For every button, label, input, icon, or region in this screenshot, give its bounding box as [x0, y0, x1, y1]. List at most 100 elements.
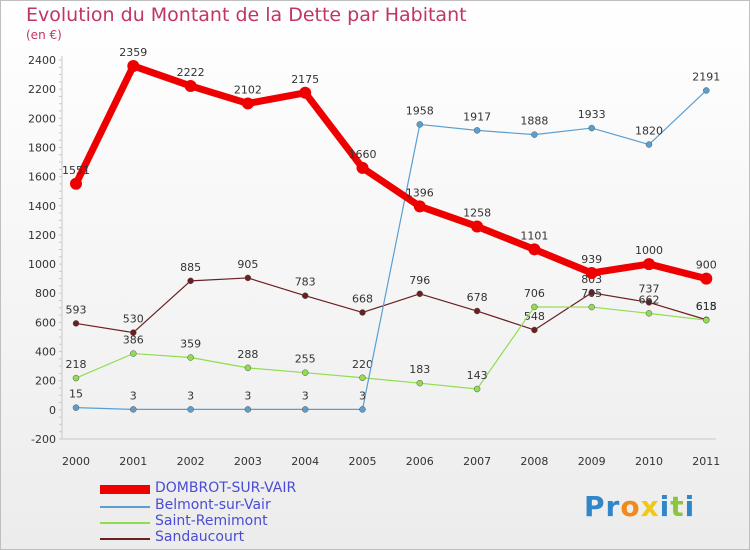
data-label-dombrot-sur-vair: 1258: [463, 206, 491, 219]
data-point-sandaucourt: [359, 309, 366, 316]
data-label-belmont-sur-vair: 1820: [635, 125, 663, 138]
data-label-dombrot-sur-vair: 2175: [291, 73, 319, 86]
legend-item-sandaucourt: Sandaucourt: [100, 529, 360, 546]
y-tick-label: 1800: [28, 141, 56, 154]
data-label-sandaucourt: 783: [295, 276, 316, 289]
x-tick-label: 2009: [578, 455, 606, 468]
data-label-sandaucourt: 678: [467, 291, 488, 304]
logo-letter: t: [670, 490, 685, 523]
data-label-dombrot-sur-vair: 1101: [520, 229, 548, 242]
data-point-saint-remimont: [645, 310, 653, 317]
data-label-dombrot-sur-vair: 1660: [349, 148, 377, 161]
data-point-saint-remimont: [416, 379, 424, 387]
data-label-saint-remimont: 143: [467, 369, 488, 382]
legend-label-saint-remimont: Saint-Remimont: [155, 513, 268, 529]
data-label-saint-remimont: 706: [524, 287, 545, 300]
y-tick-label: -200: [31, 433, 56, 446]
y-tick-label: 1400: [28, 200, 56, 213]
chart-unit-label: (en €): [26, 28, 62, 42]
data-point-dombrot-sur-vair: [700, 272, 713, 285]
logo-letter: r: [605, 490, 621, 523]
legend-swatch-belmont: [100, 506, 150, 508]
data-point-belmont-sur-vair: [72, 404, 80, 411]
data-point-sandaucourt: [645, 299, 653, 306]
data-point-sandaucourt: [301, 292, 309, 299]
data-point-saint-remimont: [703, 316, 710, 324]
data-point-saint-remimont: [301, 369, 309, 376]
logo-letter: o: [620, 490, 641, 523]
x-tick-label: 2008: [520, 455, 548, 468]
data-point-saint-remimont: [187, 354, 194, 361]
x-tick-label: 2001: [119, 455, 147, 468]
data-point-sandaucourt: [588, 289, 595, 297]
data-label-dombrot-sur-vair: 1551: [62, 164, 90, 177]
series-line-dombrot-sur-vair: [72, 62, 710, 283]
data-label-sandaucourt: 803: [581, 273, 602, 286]
data-label-saint-remimont: 615: [696, 300, 717, 313]
x-tick-label: 2000: [62, 455, 90, 468]
data-label-belmont-sur-vair: 1958: [406, 104, 434, 117]
data-label-belmont-sur-vair: 3: [130, 389, 137, 402]
legend-item-saint-remimont: Saint-Remimont: [100, 513, 360, 530]
legend-label-dombrot: DOMBROT-SUR-VAIR: [155, 480, 297, 496]
legend-swatch-dombrot: [100, 485, 150, 494]
x-tick-label: 2002: [177, 455, 205, 468]
data-label-saint-remimont: 386: [123, 334, 144, 347]
x-tick-label: 2003: [234, 455, 262, 468]
data-label-belmont-sur-vair: 1888: [520, 115, 548, 128]
data-point-belmont-sur-vair: [244, 406, 252, 413]
series-line-belmont-sur-vair: [75, 89, 707, 411]
data-label-sandaucourt: 796: [409, 274, 430, 287]
data-label-belmont-sur-vair: 3: [359, 389, 366, 402]
data-point-dombrot-sur-vair: [70, 177, 82, 190]
y-tick-label: 2400: [28, 54, 56, 67]
data-point-belmont-sur-vair: [588, 124, 595, 132]
data-label-belmont-sur-vair: 3: [302, 389, 309, 402]
data-point-saint-remimont: [473, 385, 481, 393]
data-label-saint-remimont: 288: [237, 348, 258, 361]
data-point-saint-remimont: [588, 303, 595, 311]
data-label-saint-remimont: 220: [352, 358, 373, 371]
x-tick-label: 2006: [406, 455, 434, 468]
data-label-saint-remimont: 183: [409, 363, 430, 376]
data-point-saint-remimont: [130, 350, 137, 357]
data-point-belmont-sur-vair: [703, 87, 710, 94]
data-label-saint-remimont: 359: [180, 338, 201, 351]
legend-item-dombrot: DOMBROT-SUR-VAIR: [100, 480, 360, 497]
logo-letter: P: [584, 490, 606, 523]
data-point-saint-remimont: [244, 364, 252, 372]
data-label-dombrot-sur-vair: 2222: [177, 66, 205, 79]
y-tick-label: 0: [49, 404, 56, 417]
x-tick-label: 2010: [635, 455, 663, 468]
data-point-belmont-sur-vair: [416, 121, 424, 128]
x-tick-label: 2007: [463, 455, 491, 468]
data-point-sandaucourt: [130, 329, 137, 336]
y-tick-label: 400: [35, 346, 56, 359]
data-point-sandaucourt: [531, 326, 538, 334]
data-point-saint-remimont: [72, 374, 80, 382]
data-label-belmont-sur-vair: 3: [244, 389, 251, 402]
data-point-belmont-sur-vair: [359, 406, 366, 413]
data-label-sandaucourt: 593: [66, 303, 87, 316]
data-label-belmont-sur-vair: 15: [69, 388, 83, 401]
y-tick-label: 1000: [28, 258, 56, 271]
data-label-dombrot-sur-vair: 939: [581, 253, 602, 266]
data-label-belmont-sur-vair: 3: [187, 389, 194, 402]
data-point-dombrot-sur-vair: [127, 59, 140, 72]
legend-label-sandaucourt: Sandaucourt: [155, 529, 245, 545]
data-point-dombrot-sur-vair: [471, 220, 484, 233]
y-tick-label: 2200: [28, 83, 56, 96]
data-label-sandaucourt: 668: [352, 292, 373, 305]
data-point-sandaucourt: [72, 320, 80, 327]
data-point-belmont-sur-vair: [645, 141, 653, 148]
data-point-belmont-sur-vair: [130, 406, 137, 413]
y-tick-label: 2000: [28, 112, 56, 125]
data-label-belmont-sur-vair: 1933: [578, 108, 606, 121]
data-point-sandaucourt: [416, 290, 424, 298]
data-point-belmont-sur-vair: [531, 131, 538, 138]
data-label-saint-remimont: 705: [581, 287, 602, 300]
data-point-sandaucourt: [244, 274, 252, 282]
data-label-dombrot-sur-vair: 1396: [406, 186, 434, 199]
